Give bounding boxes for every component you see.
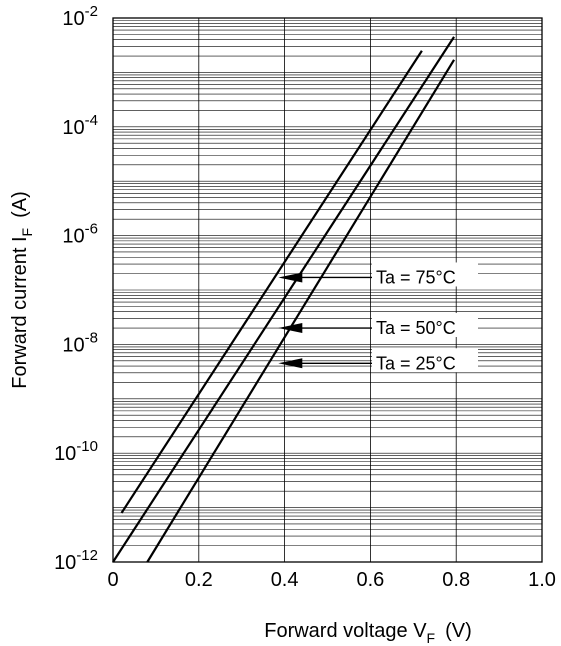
x-axis-label: Forward voltage VF (V) [264, 620, 472, 646]
x-tick-label: 0.4 [271, 569, 299, 591]
y-tick-label: 10-6 [62, 221, 98, 248]
annotation-arrowhead [278, 323, 303, 334]
annotation-bg [372, 313, 478, 338]
y-tick-label: 10-12 [54, 547, 98, 574]
annotation-bg [372, 262, 478, 287]
annotation-label: Ta = 50°C [376, 318, 456, 338]
annotation-arrowhead [278, 358, 303, 369]
x-tick-label: 0.8 [442, 569, 470, 591]
x-tick-label: 0 [107, 569, 118, 591]
annotation-arrowhead [278, 272, 303, 283]
y-tick-label: 10-4 [62, 112, 98, 139]
y-tick-label: 10-8 [62, 329, 98, 356]
series-lines [112, 36, 455, 563]
annotation-2: Ta = 25°C [278, 348, 478, 373]
annotation-label: Ta = 25°C [376, 353, 456, 373]
series-line-0 [120, 50, 423, 514]
series-line-2 [146, 59, 455, 563]
plot-frame [112, 17, 543, 563]
y-tick-label: 10-2 [62, 3, 98, 30]
x-tick-label: 0.2 [185, 569, 213, 591]
tick-labels: 0 0.2 0.4 0.6 0.8 1.0 10-12 10-10 10-8 10-6 10-4 10… [54, 3, 556, 591]
x-tick-label: 0.6 [356, 569, 384, 591]
annotation-bg [372, 348, 478, 373]
grid [113, 18, 542, 562]
annotation-1: Ta = 50°C [278, 313, 478, 338]
annotation-0: Ta = 75°C [278, 262, 478, 287]
y-tick-label: 10-10 [54, 438, 98, 465]
x-tick-label: 1.0 [528, 569, 556, 591]
series-line-1 [112, 36, 455, 563]
annotation-label: Ta = 75°C [376, 267, 456, 287]
annotations: Ta = 75°C Ta = 50°C Ta = 25°C [278, 262, 478, 373]
y-axis-label: Forward current IF(A) [9, 191, 35, 389]
